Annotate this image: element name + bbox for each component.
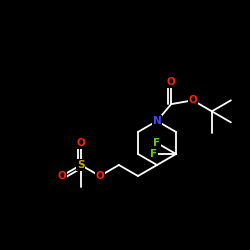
Text: N: N bbox=[152, 116, 162, 126]
Text: O: O bbox=[96, 171, 104, 181]
Text: S: S bbox=[77, 160, 84, 170]
Text: F: F bbox=[154, 138, 160, 148]
Text: O: O bbox=[167, 77, 175, 87]
Text: F: F bbox=[150, 149, 158, 159]
Text: O: O bbox=[188, 95, 197, 105]
Text: O: O bbox=[57, 171, 66, 181]
Text: O: O bbox=[76, 138, 85, 148]
